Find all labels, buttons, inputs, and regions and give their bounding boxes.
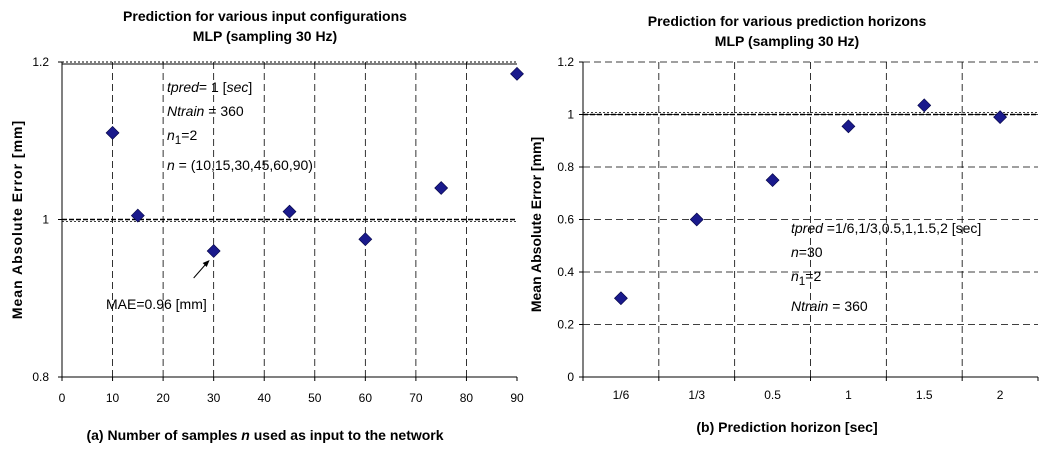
x-tick-label: 1/6: [613, 388, 630, 402]
y-tick-label: 1.2: [32, 55, 49, 69]
y-tick-label: 0.6: [557, 213, 574, 227]
y-tick-label: 0.4: [557, 265, 574, 279]
chart-a-xlabel: (a) Number of samples n used as input to…: [0, 427, 530, 443]
y-tick-label: 1: [567, 108, 574, 122]
chart-a-params: tpred= 1 [sec] Ntrain = 360 n1=2 n = (10…: [167, 75, 313, 177]
data-point: [510, 66, 524, 81]
param-ntrain: Ntrain = 360: [791, 297, 868, 314]
chart-b-params: tpred =1/6,1/3,0.5,1,1.5,2 [sec] n=30 n1…: [791, 216, 981, 318]
x-tick-label: 1.5: [916, 388, 933, 402]
chart-a-xlabel-suffix: used as input to the network: [253, 427, 444, 443]
data-point: [130, 208, 145, 223]
x-tick-label: 80: [460, 391, 474, 405]
x-tick-label: 1: [845, 388, 852, 402]
y-axis-label: Mean Absolute Error [mm]: [528, 137, 544, 312]
y-tick-label: 1: [42, 213, 49, 227]
param-n1: n1=2: [167, 127, 198, 147]
data-point: [358, 232, 373, 247]
chart-a-plot: 0 10 20 30 40 50 60 70 80 90 0.8 1 1.2 Mean Absolute …: [9, 55, 524, 405]
param-tpred: tpred= 1 [sec]: [167, 79, 253, 95]
chart-a-xlabel-prefix: (a) Number of samples: [86, 427, 238, 443]
y-tick-label: 0.8: [32, 370, 49, 384]
x-tick-label: 0: [59, 391, 66, 405]
x-tick-label: 10: [106, 391, 120, 405]
chart-panel-b: Prediction for various prediction horizo…: [528, 0, 1044, 450]
x-tick-label: 90: [510, 391, 524, 405]
param-ntrain: Ntrain = 360: [167, 103, 244, 119]
x-tick-label: 60: [359, 391, 373, 405]
chart-a-title: Prediction for various input configurati…: [123, 8, 407, 24]
data-point: [993, 110, 1008, 125]
x-tick-label: 50: [308, 391, 322, 405]
chart-b-xlabel: (b) Prediction horizon [sec]: [696, 419, 878, 435]
y-tick-label: 1.2: [557, 55, 574, 69]
param-n: n=30: [791, 244, 823, 260]
y-tick-label: 0.2: [557, 318, 574, 332]
x-tick-label: 1/3: [688, 388, 705, 402]
x-tick-label: 70: [409, 391, 423, 405]
y-tick-label: 0: [567, 370, 574, 384]
chart-a-xlabel-var: n: [241, 427, 250, 443]
chart-a-annotation: MAE=0.96 [mm]: [106, 296, 207, 312]
chart-b-subtitle: MLP (sampling 30 Hz): [714, 33, 860, 49]
x-tick-label: 40: [258, 391, 272, 405]
x-tick-label: 0.5: [764, 388, 781, 402]
chart-panel-a: Prediction for various input configurati…: [0, 8, 530, 443]
data-point: [105, 125, 120, 140]
y-tick-label: 0.8: [557, 160, 574, 174]
annotation-arrow-head: [202, 260, 210, 267]
x-tick-label: 2: [997, 388, 1004, 402]
x-tick-label: 30: [207, 391, 221, 405]
data-point: [282, 204, 297, 219]
param-n: n = (10,15,30,45,60,90): [167, 156, 313, 173]
chart-a-subtitle: MLP (sampling 30 Hz): [192, 28, 338, 44]
param-tpred: tpred =1/6,1/3,0.5,1,1.5,2 [sec]: [791, 220, 982, 236]
chart-b-plot: 1/6 1/3 0.5 1 1.5 2 0 0.2 0.4 0.6 0.8 1 1.2 Mean Abso…: [528, 55, 1039, 402]
x-tick-label: 20: [156, 391, 170, 405]
chart-b-title: Prediction for various prediction horizo…: [647, 13, 927, 29]
data-point: [689, 212, 704, 227]
data-point: [613, 291, 628, 306]
data-point: [434, 181, 449, 195]
data-point: [765, 173, 780, 188]
param-n1: n1=2: [791, 268, 822, 288]
data-point: [917, 98, 932, 113]
data-point: [841, 119, 856, 134]
data-point: [206, 244, 221, 258]
y-axis-label: Mean Absolute Error [mm]: [9, 120, 25, 319]
